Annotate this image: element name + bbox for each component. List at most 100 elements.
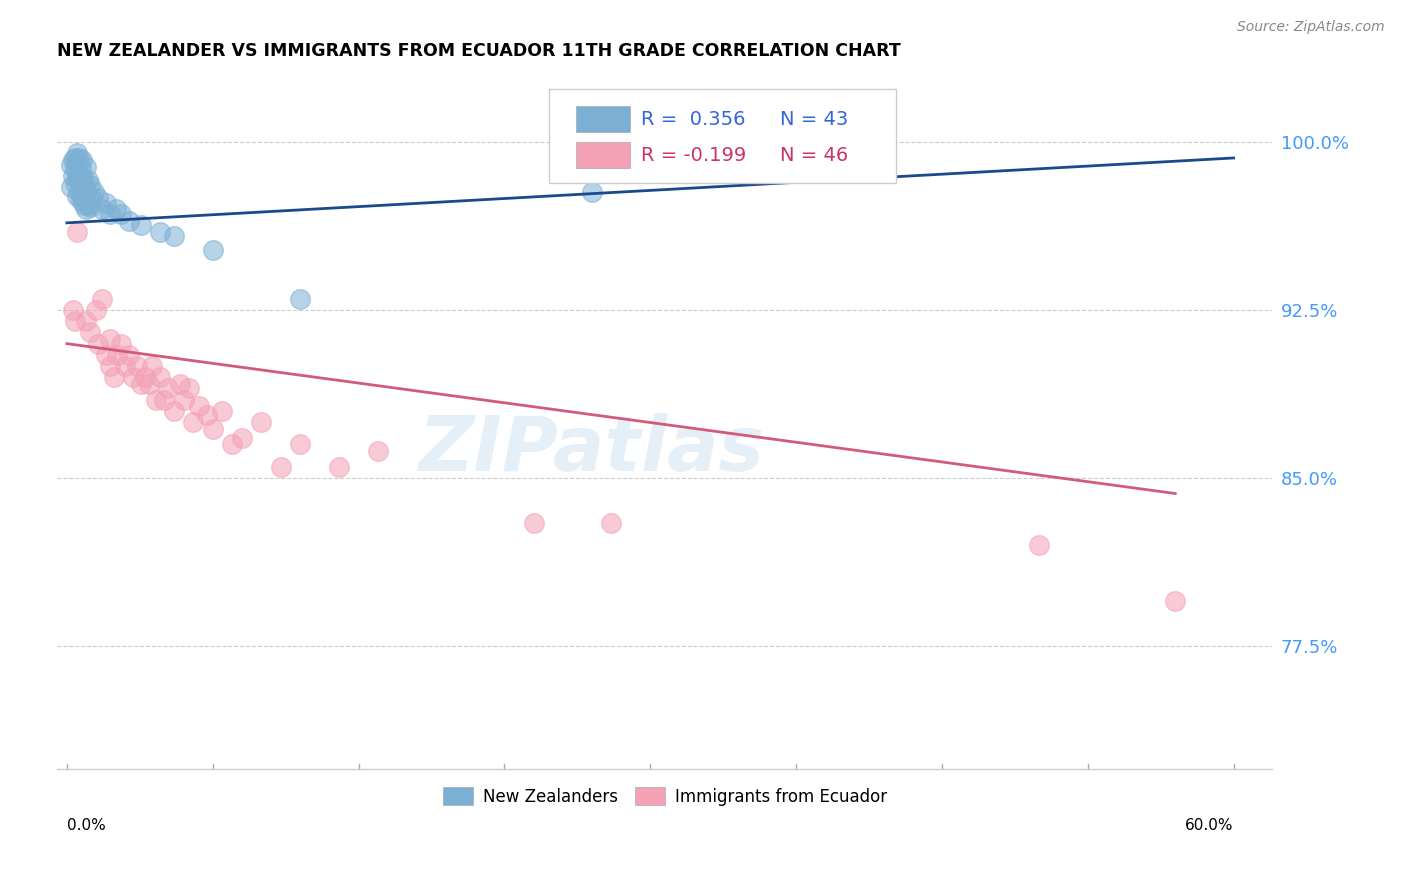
Point (179, 381, 201, 395)
Point (62, 303, 84, 318)
Point (98, 207, 121, 221)
Point (65, 225, 87, 239)
Point (63, 314, 86, 328)
Point (211, 403, 233, 417)
Point (328, 459, 350, 474)
Point (250, 415, 273, 429)
Point (62, 153, 84, 168)
Point (59, 158, 82, 172)
Point (90, 202, 112, 217)
Point (188, 399, 211, 413)
Point (65, 146, 87, 161)
Point (138, 376, 160, 391)
Point (181, 415, 204, 429)
Point (163, 403, 186, 417)
Point (145, 392, 167, 407)
Point (221, 437, 243, 451)
Point (103, 370, 125, 384)
Text: 0.0%: 0.0% (67, 818, 105, 833)
FancyBboxPatch shape (576, 106, 630, 132)
Point (122, 370, 145, 384)
Point (149, 225, 172, 239)
Point (75, 160, 97, 174)
Point (63, 176, 86, 190)
Point (98, 332, 121, 346)
Point (72, 191, 94, 205)
Point (114, 359, 136, 373)
Point (290, 437, 312, 451)
Point (67, 169, 90, 183)
Point (581, 185, 603, 199)
Point (94, 195, 117, 210)
Point (65, 171, 87, 186)
Point (201, 422, 224, 436)
Point (290, 292, 312, 306)
Point (94, 348, 117, 362)
Text: ZIPatlas: ZIPatlas (419, 413, 765, 487)
FancyBboxPatch shape (550, 89, 896, 183)
Point (83, 185, 105, 199)
Point (153, 392, 176, 407)
Point (523, 516, 546, 530)
Text: Source: ZipAtlas.com: Source: ZipAtlas.com (1237, 20, 1385, 34)
Text: N = 43: N = 43 (780, 110, 849, 128)
Point (1164, 594, 1187, 608)
Point (149, 370, 172, 384)
Point (201, 243, 224, 257)
Point (73, 176, 96, 190)
Point (173, 392, 195, 407)
Point (79, 326, 101, 340)
Point (156, 381, 179, 395)
Point (90, 292, 112, 306)
Point (77, 198, 100, 212)
Point (163, 229, 186, 244)
Text: R = -0.199: R = -0.199 (641, 145, 745, 165)
Point (118, 213, 141, 227)
Text: NEW ZEALANDER VS IMMIGRANTS FROM ECUADOR 11TH GRADE CORRELATION CHART: NEW ZEALANDER VS IMMIGRANTS FROM ECUADOR… (58, 42, 901, 60)
Legend: New Zealanders, Immigrants from Ecuador: New Zealanders, Immigrants from Ecuador (436, 780, 893, 813)
Point (63, 151, 86, 165)
Point (87, 191, 110, 205)
Point (98, 359, 121, 373)
Point (110, 207, 132, 221)
Point (195, 408, 218, 422)
Text: N = 46: N = 46 (780, 145, 849, 165)
Point (77, 173, 100, 187)
Point (69, 162, 91, 177)
Point (72, 171, 94, 186)
Point (84, 303, 107, 318)
Point (62, 169, 84, 183)
Point (134, 370, 156, 384)
Text: 60.0%: 60.0% (1185, 818, 1233, 833)
Point (75, 202, 97, 217)
Point (75, 314, 97, 328)
Point (129, 218, 152, 232)
Point (129, 376, 152, 391)
Point (82, 191, 104, 205)
Point (65, 155, 87, 169)
Point (65, 189, 87, 203)
Point (69, 194, 91, 208)
Point (75, 185, 97, 199)
Point (107, 348, 129, 362)
Point (67, 151, 90, 165)
Point (79, 200, 101, 214)
Point (1028, 538, 1050, 552)
Point (169, 376, 191, 391)
Point (141, 359, 163, 373)
Point (87, 336, 110, 351)
Point (73, 198, 96, 212)
Point (59, 180, 82, 194)
Text: R =  0.356: R = 0.356 (641, 110, 745, 128)
Point (231, 431, 253, 445)
Point (72, 153, 94, 168)
Point (63, 162, 86, 177)
Point (118, 348, 141, 362)
Point (67, 185, 90, 199)
Point (270, 459, 292, 474)
Point (600, 516, 623, 530)
Point (367, 444, 389, 458)
Point (79, 178, 101, 192)
FancyBboxPatch shape (576, 142, 630, 169)
Point (110, 336, 132, 351)
